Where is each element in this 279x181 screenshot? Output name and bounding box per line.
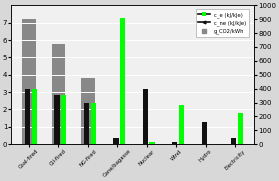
Bar xyxy=(150,142,155,144)
Bar xyxy=(91,102,96,144)
Bar xyxy=(61,95,66,144)
Bar xyxy=(120,18,125,144)
Bar xyxy=(201,123,207,144)
Bar xyxy=(84,102,89,144)
Bar xyxy=(143,89,148,144)
Bar xyxy=(172,142,177,144)
Bar xyxy=(238,113,243,144)
Legend: c_e (kJ/kJe), c_ne (kJ/kJe), g_CO2/kWh: c_e (kJ/kJe), c_ne (kJ/kJe), g_CO2/kWh xyxy=(196,9,249,37)
Bar xyxy=(179,105,184,144)
Bar xyxy=(32,89,37,144)
Bar xyxy=(25,89,30,144)
Bar xyxy=(113,138,119,144)
Bar xyxy=(52,44,65,144)
Bar xyxy=(54,95,60,144)
Bar xyxy=(231,138,236,144)
Bar xyxy=(81,77,95,144)
Bar xyxy=(23,19,36,144)
